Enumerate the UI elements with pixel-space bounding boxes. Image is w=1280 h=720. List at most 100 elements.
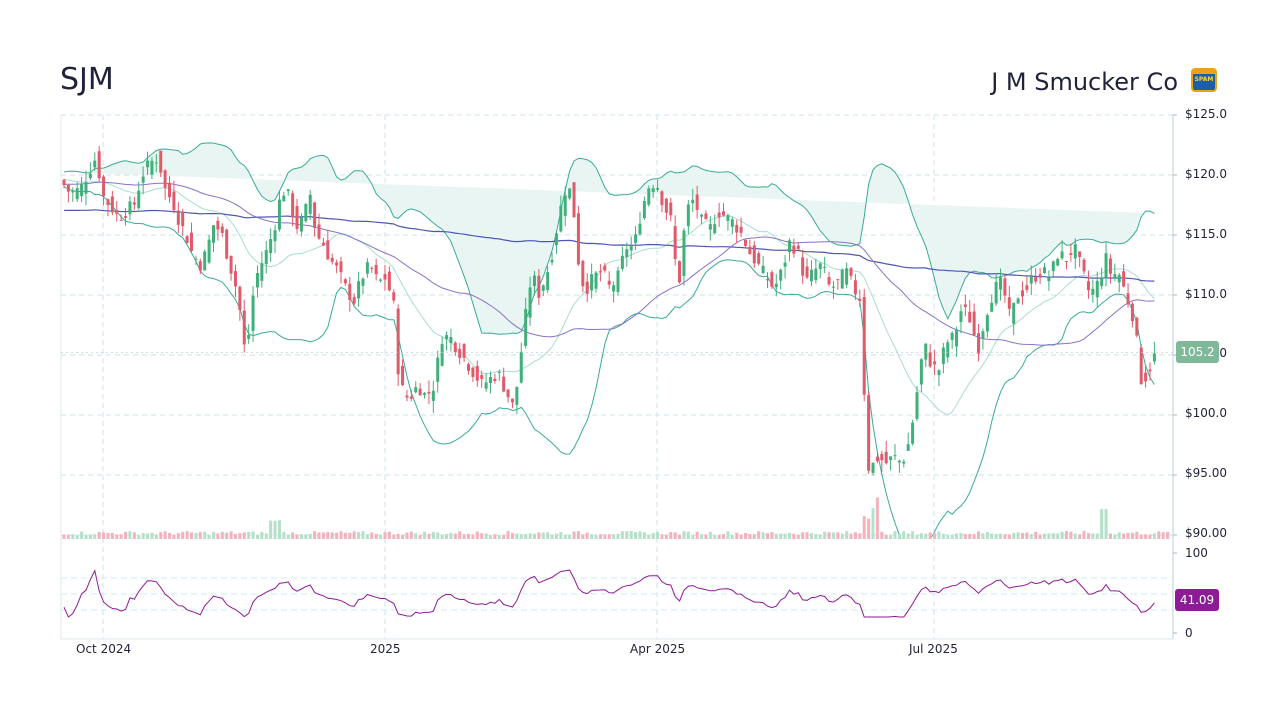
last-price-badge: 105.2: [1176, 341, 1219, 363]
volume-bar: [295, 534, 299, 539]
candle-body: [524, 308, 528, 346]
volume-bar: [994, 534, 998, 539]
candle-body: [401, 365, 405, 386]
candle-body: [585, 281, 589, 294]
rsi-line: [63, 569, 1155, 618]
candle-body: [1082, 259, 1086, 272]
candle-body: [1117, 274, 1121, 283]
volume-bar: [919, 533, 923, 539]
candle-body: [128, 201, 132, 215]
candle-body: [761, 265, 765, 274]
volume-bar: [273, 520, 277, 539]
price-axis-label: $100.0: [1185, 406, 1227, 420]
volume-bar: [361, 531, 365, 539]
candle-body: [1122, 271, 1126, 287]
volume-bar: [502, 534, 506, 539]
candle-body: [563, 195, 567, 216]
candle-body: [1060, 251, 1064, 259]
candle-body: [387, 271, 391, 291]
candle-body: [493, 378, 497, 381]
volume-bar: [1016, 532, 1020, 539]
candle-body: [409, 396, 413, 399]
volume-bar: [884, 534, 888, 539]
candle-body: [379, 279, 383, 281]
volume-bar: [1144, 534, 1148, 539]
volume-bar: [836, 532, 840, 539]
volume-bar: [809, 533, 813, 539]
candle-body: [638, 223, 642, 235]
volume-bar: [1051, 533, 1055, 539]
volume-bar: [528, 533, 532, 539]
candle-body: [106, 199, 110, 206]
volume-bar: [348, 532, 352, 539]
volume-bar: [744, 533, 748, 539]
candle-body: [1007, 297, 1011, 309]
candle-body: [919, 359, 923, 385]
volume-bar: [581, 534, 585, 539]
candle-body: [1016, 298, 1020, 304]
volume-bar: [71, 534, 75, 539]
volume-bar: [405, 532, 409, 539]
volume-bar: [1135, 531, 1139, 539]
candle-body: [1152, 353, 1156, 362]
volume-bar: [963, 533, 967, 539]
candle-body: [440, 343, 444, 366]
volume-bar: [629, 531, 633, 539]
candle-body: [906, 444, 910, 451]
volume-bar: [831, 532, 835, 539]
volume-bar: [827, 532, 831, 539]
volume-bar: [247, 531, 251, 539]
volume-bar: [176, 533, 180, 539]
candle-body: [827, 277, 831, 285]
candle-body: [176, 210, 180, 225]
candle-body: [911, 422, 915, 444]
candle-body: [660, 191, 664, 206]
candle-body: [862, 297, 866, 395]
candle-body: [383, 273, 387, 280]
volume-bar: [805, 532, 809, 539]
candle-body: [691, 199, 695, 204]
volume-bar: [229, 531, 233, 539]
volume-bar: [568, 534, 572, 539]
candle-body: [220, 226, 224, 233]
volume-bar: [392, 534, 396, 539]
candle-body: [467, 364, 471, 371]
candle-body: [515, 386, 519, 405]
volume-bar: [524, 534, 528, 539]
volume-bar: [783, 533, 787, 539]
volume-bar: [159, 532, 163, 539]
candle-body: [849, 268, 853, 276]
volume-bar: [124, 531, 128, 539]
volume-bar: [75, 534, 79, 539]
candle-body: [1113, 274, 1117, 279]
volume-bar: [572, 531, 576, 539]
candle-body: [458, 349, 462, 358]
candle-body: [163, 170, 167, 188]
volume-bar: [1117, 532, 1121, 539]
candle-body: [726, 215, 730, 221]
candle-body: [972, 311, 976, 336]
candle-body: [620, 255, 624, 269]
volume-bar: [625, 531, 629, 539]
volume-bar: [748, 533, 752, 539]
volume-bar: [704, 534, 708, 539]
volume-bar: [1166, 531, 1170, 539]
volume-bar: [321, 532, 325, 539]
candle-body: [831, 286, 835, 288]
volume-bar: [1108, 533, 1112, 539]
candle-body: [159, 150, 163, 173]
volume-bar: [383, 532, 387, 539]
candle-body: [1073, 244, 1077, 259]
candle-body: [902, 461, 906, 464]
candle-body: [717, 212, 721, 218]
volume-bar: [115, 534, 119, 539]
candle-body: [260, 263, 264, 281]
candle-body: [792, 245, 796, 254]
volume-bar: [735, 532, 739, 539]
candle-body: [137, 190, 141, 209]
volume-bar: [458, 531, 462, 539]
candle-body: [264, 250, 268, 265]
volume-bar: [634, 532, 638, 539]
candle-body: [110, 196, 114, 213]
